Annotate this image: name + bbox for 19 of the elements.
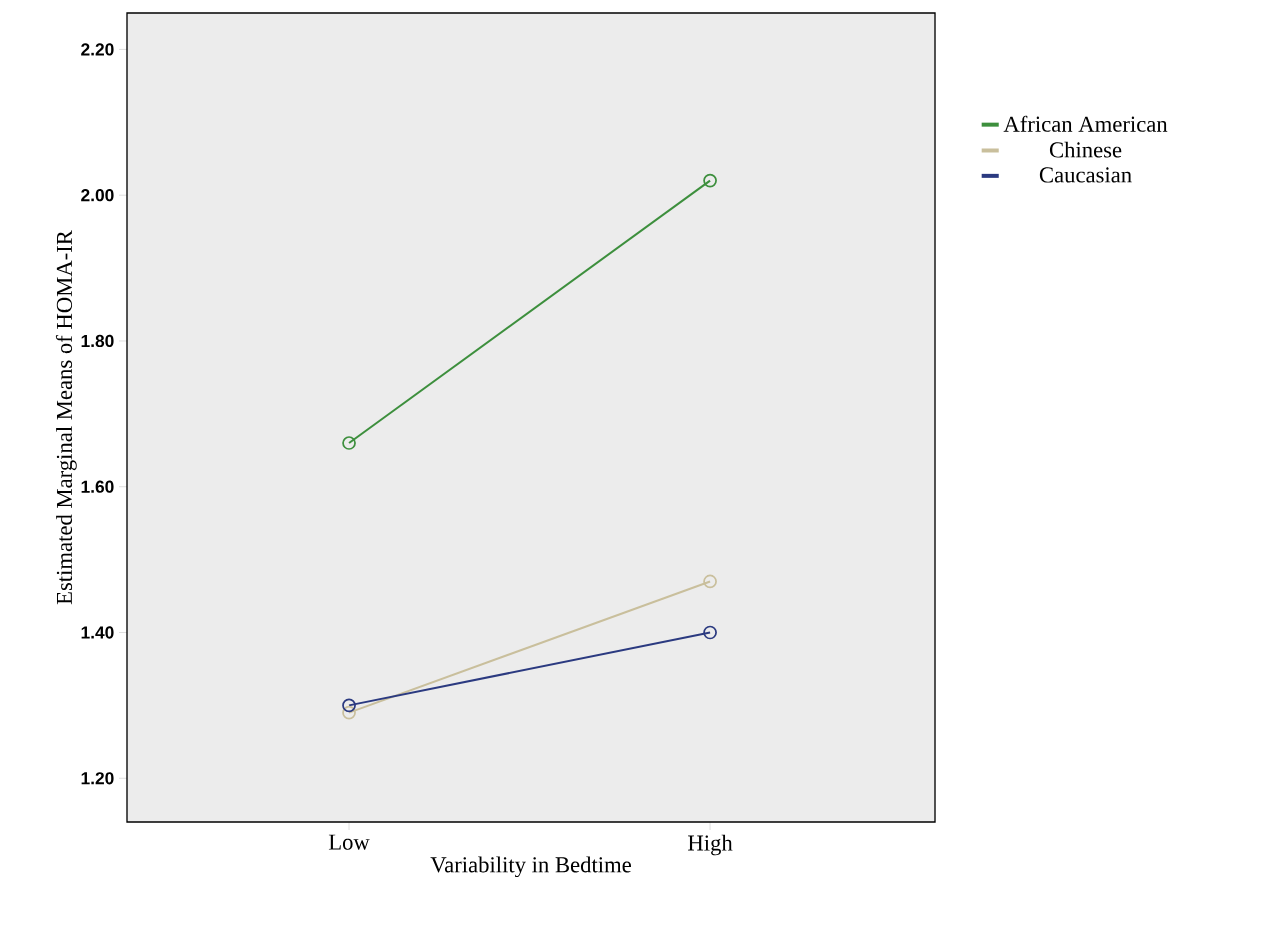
- x-axis-title: Variability in Bedtime: [430, 856, 631, 878]
- y-tick-label: 1.80: [81, 334, 114, 348]
- y-axis-title: Estimated Marginal Means of HOMA-IR: [55, 230, 77, 605]
- legend-label: Caucasian: [1039, 167, 1132, 183]
- point: [703, 173, 717, 188]
- legend-label: African American: [1003, 115, 1168, 132]
- point: [703, 625, 717, 640]
- y-tick-label: 1.60: [81, 480, 114, 493]
- y-tick-label: 2.20: [81, 43, 114, 56]
- x-tick-label: Low: [328, 834, 370, 850]
- point: [342, 698, 356, 713]
- point: [342, 705, 356, 720]
- y-tick-label: 1.20: [81, 772, 114, 785]
- y-tick-label: 2.00: [81, 189, 114, 202]
- point: [342, 436, 356, 450]
- legend-label: Chinese: [1049, 141, 1122, 158]
- point: [703, 574, 717, 589]
- y-tick-label: 1.40: [81, 626, 114, 639]
- x-tick-label: High: [688, 834, 733, 856]
